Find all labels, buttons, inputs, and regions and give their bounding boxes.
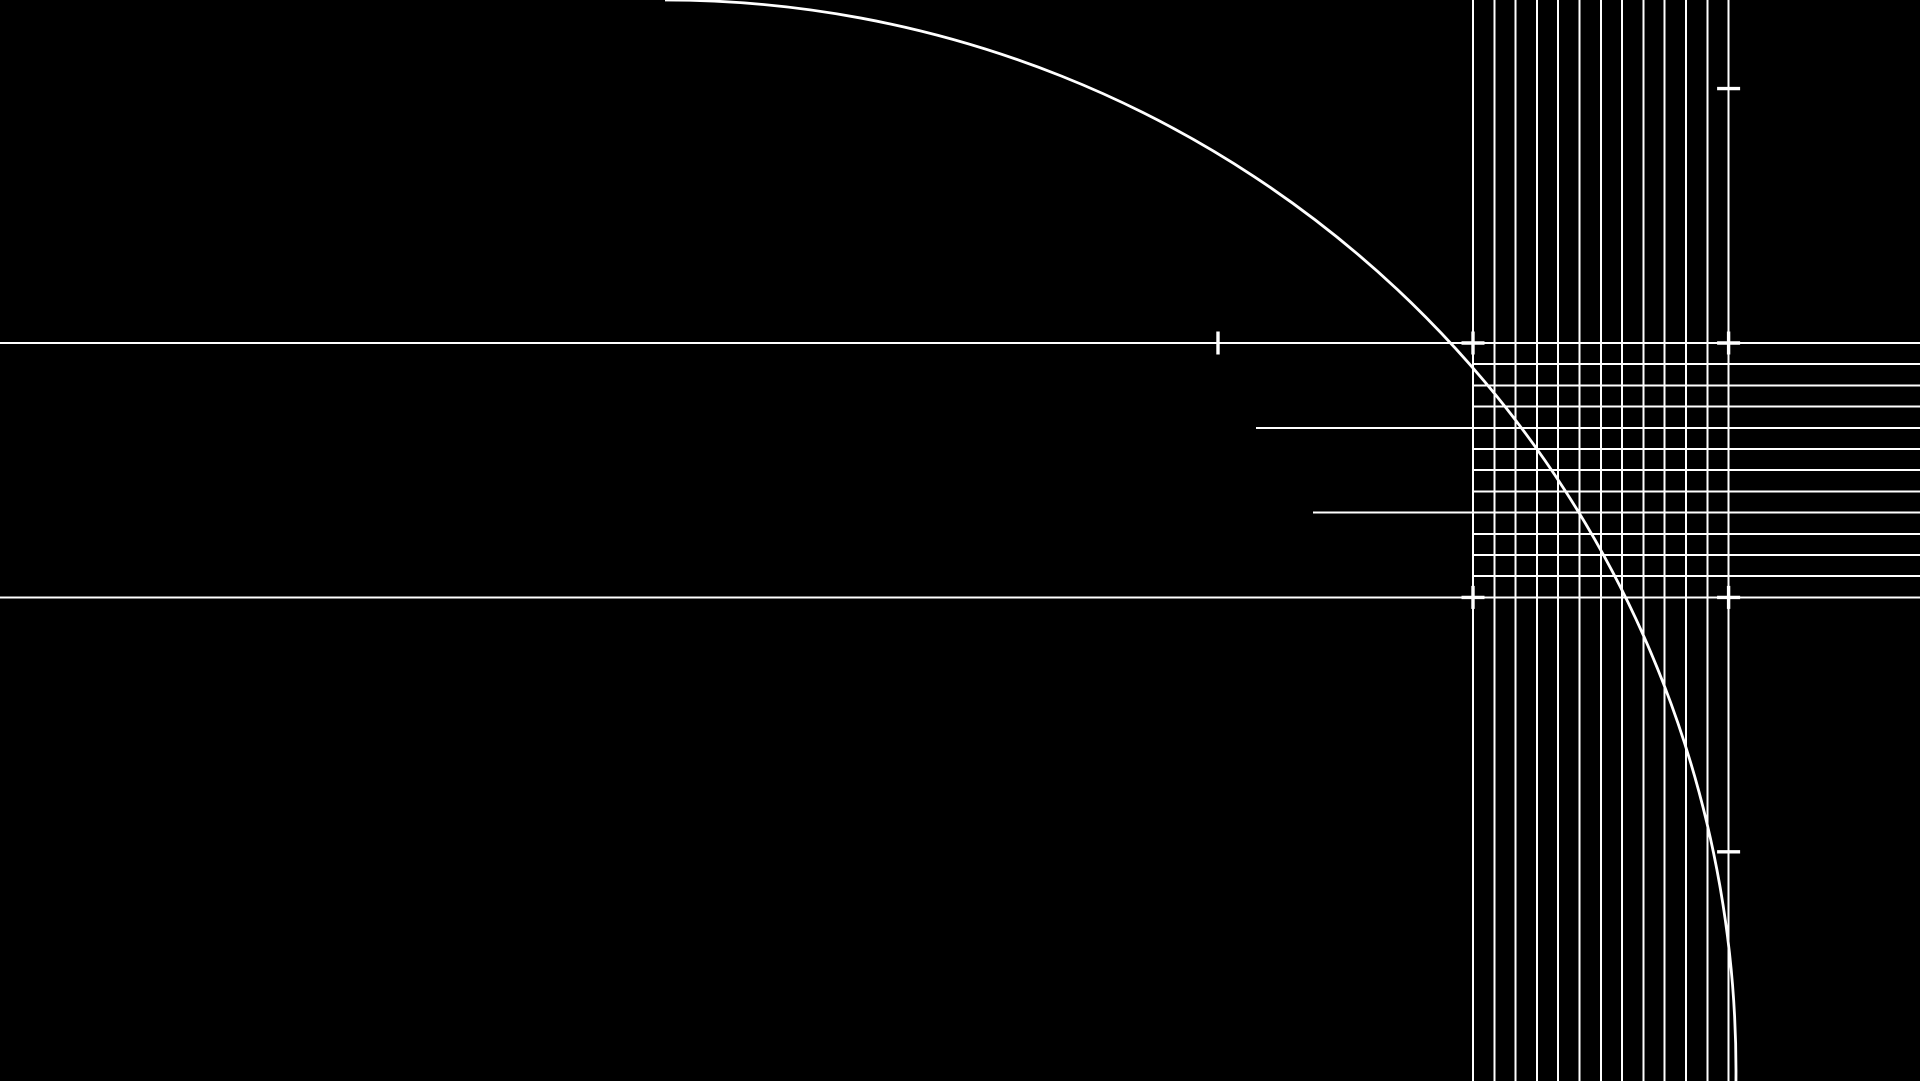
circle-arc-curve	[664, 0, 1738, 1081]
